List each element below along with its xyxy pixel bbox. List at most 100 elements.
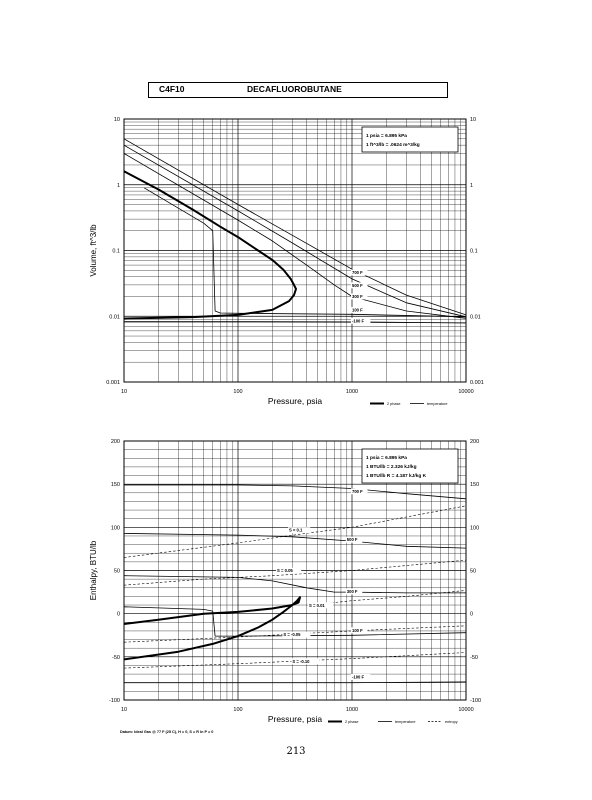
conversion-note-box xyxy=(361,448,459,484)
curve-label: 100 F xyxy=(352,308,363,313)
conversion-note: 1 ft^3/lb = .0624 m^3/kg xyxy=(366,142,420,148)
curve-label: 500 F xyxy=(347,537,358,542)
x-tick-label: 10 xyxy=(121,389,127,395)
y-tick-label-right: 0.01 xyxy=(470,314,481,320)
y-tick-label-right: 0.1 xyxy=(470,249,478,255)
curve-label: 700 F xyxy=(352,489,363,494)
conversion-note: 1 psia = 6.895 kPa xyxy=(366,455,407,461)
legend-label: 2 phase xyxy=(387,402,401,406)
y-tick-label-right: 0.001 xyxy=(470,380,484,386)
curve-label-bg xyxy=(351,307,368,314)
curve-label-bg xyxy=(291,658,320,665)
chart-1 xyxy=(123,118,467,405)
curve-label: S = 0.01 xyxy=(309,603,325,608)
y-tick-label-right: 50 xyxy=(470,569,476,575)
compound-name: DECAFLUOROBUTANE xyxy=(247,84,342,94)
series-s-0-01 xyxy=(326,590,467,604)
conversion-note: 1 psia = 6.895 kPa xyxy=(366,133,407,139)
curve-label-bg xyxy=(345,588,363,595)
curve-label: S = -0.05 xyxy=(283,632,301,637)
y-tick-label-left: -50 xyxy=(112,655,120,661)
series--100-f xyxy=(124,321,467,324)
curve-label: 500 F xyxy=(352,283,363,288)
datum-footnote: Datum: Ideal Gas @ 77 F (25 C), H = 0, S… xyxy=(120,730,213,734)
y-tick-label-right: 1 xyxy=(470,183,473,189)
y-axis-label: Enthalpy, BTU/lb xyxy=(89,540,98,600)
series-s-0-1 xyxy=(123,505,467,558)
y-tick-label-right: 100 xyxy=(470,525,479,531)
y-tick-label-left: 50 xyxy=(114,569,120,575)
series--100-f xyxy=(124,681,467,684)
y-tick-label-right: 0 xyxy=(470,612,473,618)
y-tick-label-right: 200 xyxy=(470,439,479,445)
series-2-phase xyxy=(123,170,297,320)
curve-label: S = 0.1 xyxy=(289,528,303,533)
legend-label: temperature xyxy=(395,720,415,724)
y-tick-label-left: 100 xyxy=(111,525,120,531)
y-tick-label-left: 0.1 xyxy=(112,249,120,255)
y-axis-label: Volume, ft^3/lb xyxy=(89,224,98,277)
chart-title-box: C4F10 DECAFLUOROBUTANE xyxy=(148,82,448,98)
series-300-f xyxy=(123,575,466,594)
curve-label: 300 F xyxy=(347,589,358,594)
curve-label-bg xyxy=(276,567,302,574)
series-500-f xyxy=(123,533,467,549)
x-tick-label: 100 xyxy=(233,389,242,395)
y-tick-label-right: -50 xyxy=(470,655,478,661)
conversion-note-box xyxy=(361,126,459,153)
curve-label-bg xyxy=(351,293,368,300)
y-tick-label-left: 1 xyxy=(117,183,120,189)
series-s-0-05 xyxy=(123,559,467,586)
curve-label-bg xyxy=(351,317,371,324)
curve-label-bg xyxy=(351,269,368,276)
series-700-f xyxy=(123,138,467,316)
plot-frame xyxy=(123,440,467,701)
x-tick-label: 1000 xyxy=(346,707,358,713)
series-2-phase xyxy=(123,596,301,661)
series-100-f xyxy=(123,606,467,637)
conversion-note: 1 BTU/lb R = 4.187 kJ/kg K xyxy=(366,473,427,479)
y-tick-label-left: 0.01 xyxy=(109,314,120,320)
x-tick-label: 1000 xyxy=(346,389,358,395)
legend-label: entropy xyxy=(445,720,458,724)
x-tick-label: 100 xyxy=(233,707,242,713)
curve-label: S = 0.05 xyxy=(277,568,293,573)
plot-frame xyxy=(123,118,467,383)
y-tick-label-right: 150 xyxy=(470,482,479,488)
curve-label-bg xyxy=(282,631,311,638)
curve-label: -100 F xyxy=(352,318,365,323)
x-axis-label: Pressure, psia xyxy=(268,396,323,406)
y-tick-label-right: 10 xyxy=(470,117,476,123)
series-100-f xyxy=(143,187,467,318)
curve-label-bg xyxy=(351,627,368,634)
curve-label-bg xyxy=(287,527,311,534)
x-tick-label: 10 xyxy=(121,707,127,713)
y-tick-label-left: 0 xyxy=(117,612,120,618)
y-tick-label-left: 150 xyxy=(111,482,120,488)
curve-label: 300 F xyxy=(352,294,363,299)
chart-2 xyxy=(123,440,467,723)
curve-label: S = -0.10 xyxy=(292,659,310,664)
curve-label-bg xyxy=(351,282,368,289)
legend-label: temperature xyxy=(427,402,447,406)
x-tick-label: 10000 xyxy=(458,389,473,395)
page-number: 213 xyxy=(286,746,306,757)
x-axis-label: Pressure, psia xyxy=(268,714,323,724)
formula-label: C4F10 xyxy=(159,84,185,94)
x-tick-label: 10000 xyxy=(458,707,473,713)
y-tick-label-left: -100 xyxy=(109,698,120,704)
legend-label: 2 phase xyxy=(345,720,359,724)
curve-label: -100 F xyxy=(352,674,365,679)
curve-label: 700 F xyxy=(352,270,363,275)
curve-label-bg xyxy=(308,602,334,609)
y-tick-label-left: 10 xyxy=(114,117,120,123)
curve-label: 100 F xyxy=(352,628,363,633)
series-300-f xyxy=(123,153,467,319)
y-tick-label-left: 0.001 xyxy=(106,380,120,386)
y-tick-label-right: -100 xyxy=(470,698,481,704)
curve-label-bg xyxy=(351,488,368,495)
series-700-f xyxy=(124,484,467,500)
curve-label-bg xyxy=(345,536,363,543)
conversion-note: 1 BTU/lb = 2.326 kJ/kg xyxy=(366,464,417,470)
